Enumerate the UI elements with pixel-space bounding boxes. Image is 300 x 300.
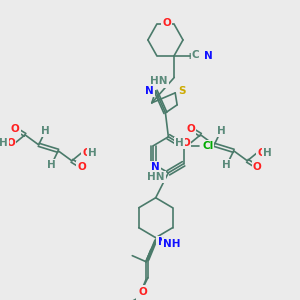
Text: H: H	[175, 138, 184, 148]
Text: S: S	[178, 86, 186, 96]
Text: N: N	[145, 86, 154, 96]
Text: O: O	[11, 124, 20, 134]
Text: H: H	[0, 138, 8, 148]
Text: H: H	[41, 126, 50, 136]
Text: O: O	[82, 148, 91, 158]
Text: O: O	[139, 286, 147, 297]
Text: N: N	[151, 162, 160, 172]
Text: C: C	[192, 50, 200, 59]
Text: NH: NH	[164, 239, 181, 249]
Text: O: O	[77, 162, 86, 172]
Text: H: H	[88, 148, 97, 158]
Text: H: H	[263, 148, 272, 158]
Text: H: H	[223, 160, 231, 170]
Text: O: O	[163, 18, 171, 28]
Text: O: O	[182, 138, 190, 148]
Text: O: O	[253, 162, 262, 172]
Text: N: N	[204, 50, 213, 61]
Text: O: O	[137, 289, 146, 298]
Text: O: O	[186, 124, 195, 134]
Text: HN: HN	[150, 76, 167, 86]
Text: H: H	[217, 126, 225, 136]
Text: Cl: Cl	[202, 141, 213, 151]
Text: H: H	[165, 238, 174, 248]
Text: O: O	[258, 148, 266, 158]
Text: N: N	[158, 237, 166, 247]
Text: HN: HN	[147, 172, 164, 182]
Text: H: H	[47, 160, 56, 170]
Text: O: O	[6, 138, 15, 148]
